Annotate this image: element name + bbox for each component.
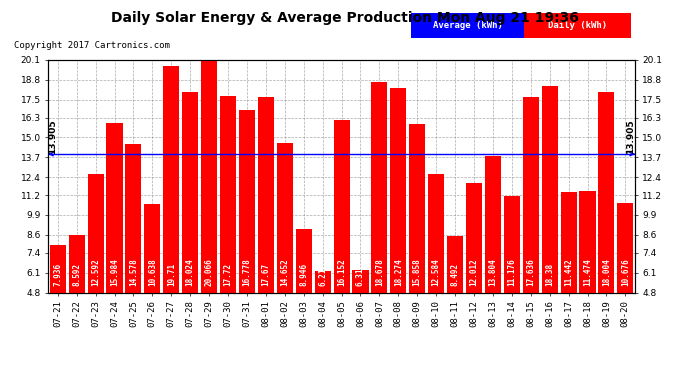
Bar [598,92,615,366]
Text: 18.004: 18.004 [602,259,611,286]
Text: 12.012: 12.012 [469,259,478,286]
Bar [182,92,198,366]
Text: 14.652: 14.652 [280,259,289,286]
Text: 8.946: 8.946 [299,263,308,286]
Bar [618,203,633,366]
Bar [220,96,236,366]
Text: 14.578: 14.578 [129,259,138,286]
Text: 13.804: 13.804 [489,259,497,286]
Bar [580,191,595,366]
Text: 15.984: 15.984 [110,259,119,286]
Text: 13.905: 13.905 [626,120,635,154]
Text: 17.67: 17.67 [262,263,270,286]
Text: 18.38: 18.38 [545,263,554,286]
Bar [126,144,141,366]
Bar [523,98,539,366]
Text: 7.936: 7.936 [53,263,62,286]
Bar [485,156,501,366]
Text: 17.72: 17.72 [224,263,233,286]
Text: 19.71: 19.71 [167,263,176,286]
Bar [106,123,123,366]
Bar [277,143,293,366]
Text: 10.638: 10.638 [148,259,157,286]
Bar [504,196,520,366]
Text: 8.492: 8.492 [451,263,460,286]
Text: Daily Solar Energy & Average Production Mon Aug 21 19:36: Daily Solar Energy & Average Production … [111,11,579,25]
Bar [201,60,217,366]
Bar [542,86,558,366]
Text: 11.474: 11.474 [583,259,592,286]
Bar [296,230,312,366]
Bar [258,97,274,366]
Text: 6.312: 6.312 [356,263,365,286]
Text: 11.442: 11.442 [564,259,573,286]
Text: 16.152: 16.152 [337,259,346,286]
Text: 18.024: 18.024 [186,259,195,286]
Bar [560,192,577,366]
Bar [353,270,368,366]
Bar [428,174,444,366]
Bar [239,111,255,366]
Text: Copyright 2017 Cartronics.com: Copyright 2017 Cartronics.com [14,41,170,50]
Text: 20.066: 20.066 [205,259,214,286]
Bar [68,235,85,366]
Text: 12.592: 12.592 [91,259,100,286]
Bar [144,204,160,366]
Text: 11.176: 11.176 [507,259,516,286]
Text: 17.636: 17.636 [526,259,535,286]
Text: 6.212: 6.212 [318,263,327,286]
Bar [333,120,350,366]
Text: 13.905: 13.905 [48,120,57,154]
Bar [50,245,66,366]
Bar [391,88,406,366]
Bar [447,236,463,366]
Bar [88,174,103,366]
Text: 12.584: 12.584 [432,259,441,286]
Text: 16.778: 16.778 [242,259,251,286]
Text: Daily (kWh): Daily (kWh) [549,21,607,30]
Bar [466,183,482,366]
Bar [371,82,387,366]
Bar [409,124,425,366]
Text: 8.592: 8.592 [72,263,81,286]
Text: 18.678: 18.678 [375,259,384,286]
Bar [164,66,179,366]
Text: Average (kWh): Average (kWh) [433,21,502,30]
Text: 18.274: 18.274 [394,259,403,286]
Text: 10.676: 10.676 [621,259,630,286]
Bar [315,271,331,366]
Text: 15.858: 15.858 [413,259,422,286]
